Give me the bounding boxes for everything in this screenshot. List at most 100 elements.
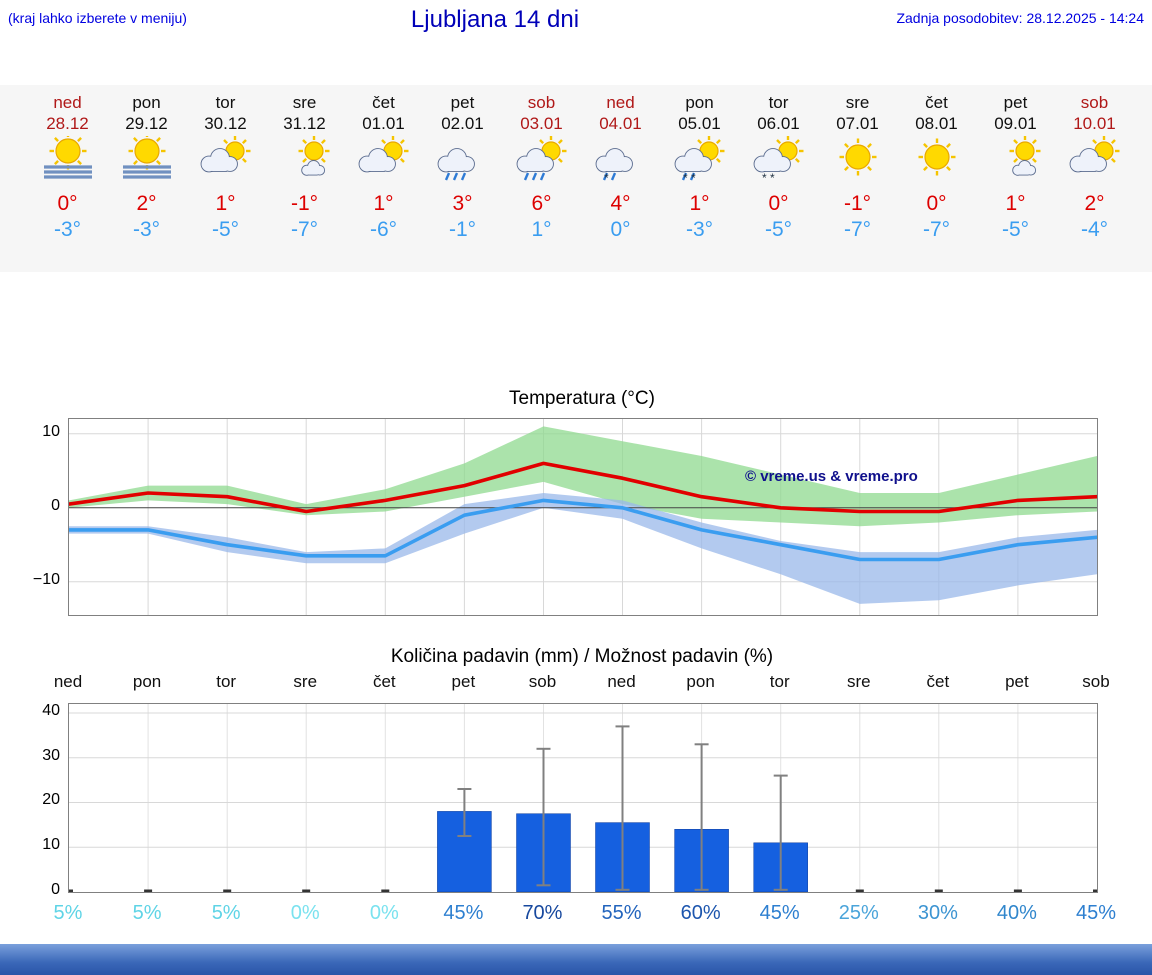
high-temp: 0° <box>57 192 78 215</box>
precip-probability: 45% <box>1075 902 1117 924</box>
high-temp: 1° <box>373 192 394 215</box>
precip-day-label: sob <box>528 672 557 691</box>
sunny-icon <box>897 134 976 188</box>
low-temp: 0° <box>610 218 631 241</box>
day-date: 10.01 <box>1073 114 1116 133</box>
day-column-29.12[interactable]: pon 29.12 2° -3° <box>107 85 186 272</box>
forecast-days: ned 28.12 0° -3° pon 29.12 2° -3° tor 30.12 1° -5° s… <box>28 85 1134 272</box>
day-column-04.01[interactable]: ned 04.01 * 4° 0° <box>581 85 660 272</box>
high-temp: 0° <box>926 192 947 215</box>
sun-fog-icon <box>107 132 186 188</box>
sleet-showers-icon: * <box>581 134 660 188</box>
last-update: Zadnja posodobitev: 28.12.2025 - 14:24 <box>896 10 1144 26</box>
precip-day-label: tor <box>216 672 237 691</box>
temp-ytick-label: 0 <box>51 496 60 514</box>
precip-day-label: pet <box>1005 672 1029 691</box>
day-date: 08.01 <box>915 114 958 133</box>
precip-day-label: ned <box>607 672 636 691</box>
svg-text:*: * <box>762 171 767 184</box>
precip-day-label: sob <box>1082 672 1110 691</box>
day-name: tor <box>768 93 789 112</box>
day-name: pet <box>1003 93 1028 112</box>
low-temp: -3° <box>132 218 161 241</box>
day-name: sob <box>527 93 556 112</box>
precip-probability: 70% <box>522 902 563 924</box>
day-column-06.01[interactable]: tor 06.01 * * 0° -5° <box>739 85 818 272</box>
precip-day-labels: ned pon tor sre čet pet sob ned pon tor sre čet pet s… <box>0 672 1152 694</box>
day-name: ned <box>53 93 82 112</box>
day-name: sob <box>1080 93 1109 112</box>
precip-ytick-label: 20 <box>42 791 60 809</box>
precip-day-label: pon <box>686 672 715 691</box>
temp-ytick-label: −10 <box>32 570 60 588</box>
svg-text:*: * <box>770 171 775 184</box>
precip-ytick-label: 40 <box>42 701 60 719</box>
day-column-03.01[interactable]: sob 03.01 6° 1° <box>502 85 581 272</box>
day-column-31.12[interactable]: sre 31.12 -1° -7° <box>265 85 344 272</box>
precip-probability: 30% <box>917 902 958 924</box>
day-column-10.01[interactable]: sob 10.01 2° -4° <box>1055 85 1134 272</box>
partly-cloudy-icon <box>1055 134 1134 188</box>
bottom-bar <box>0 944 1152 975</box>
precip-day-label: sre <box>293 672 318 691</box>
day-column-28.12[interactable]: ned 28.12 0° -3° <box>28 85 107 272</box>
high-temp: -1° <box>843 192 872 215</box>
partly-cloudy-icon <box>186 134 265 188</box>
page-title: Ljubljana 14 dni <box>410 6 580 33</box>
high-temp: 1° <box>215 192 236 215</box>
watermark: © vreme.us & vreme.pro <box>745 468 918 485</box>
day-column-30.12[interactable]: tor 30.12 1° -5° <box>186 85 265 272</box>
precip-chart-title: Količina padavin (mm) / Možnost padavin … <box>390 646 774 667</box>
temperature-chart-title: Temperatura (°C) <box>509 388 655 409</box>
day-name: pon <box>685 93 714 112</box>
precip-ytick-label: 30 <box>42 746 60 764</box>
precip-day-label: sre <box>846 672 871 691</box>
day-name: čet <box>372 93 395 112</box>
precip-probability: 45% <box>443 902 484 924</box>
precip-probability: 5% <box>211 902 241 924</box>
day-column-07.01[interactable]: sre 07.01 -1° -7° <box>818 85 897 272</box>
precip-probability: 60% <box>680 902 721 924</box>
precip-probability: 5% <box>53 902 83 924</box>
precip-probability-row: 5% 5% 5% 0% 0% 45% 70% 55% 60% 45% 25% 30% 40% 45% <box>0 902 1152 928</box>
day-date: 09.01 <box>994 114 1037 133</box>
high-temp: 3° <box>452 192 473 215</box>
forecast-strip: ned 28.12 0° -3° pon 29.12 2° -3° tor 30.12 1° -5° s… <box>0 85 1152 272</box>
svg-text:*: * <box>683 171 688 184</box>
day-column-02.01[interactable]: pet 02.01 3° -1° <box>423 85 502 272</box>
precip-probability: 0% <box>369 902 399 924</box>
day-date: 30.12 <box>204 114 247 133</box>
day-name: sre <box>845 93 870 112</box>
sleet-showers-sun-icon: * * <box>660 134 739 188</box>
day-date: 31.12 <box>283 114 326 133</box>
sunny-icon <box>818 134 897 188</box>
day-date: 03.01 <box>520 114 563 133</box>
day-column-01.01[interactable]: čet 01.01 1° -6° <box>344 85 423 272</box>
precip-ytick-label: 10 <box>42 836 60 854</box>
high-temp: 6° <box>531 192 552 215</box>
high-temp: 0° <box>768 192 789 215</box>
low-temp: -7° <box>843 218 872 241</box>
day-date: 07.01 <box>836 114 879 133</box>
day-column-09.01[interactable]: pet 09.01 1° -5° <box>976 85 1055 272</box>
day-name: ned <box>606 93 635 112</box>
high-temp: 4° <box>610 192 631 215</box>
mostly-sunny-icon <box>976 134 1055 188</box>
low-temp: -3° <box>53 218 82 241</box>
rain-showers-icon <box>423 134 502 188</box>
day-date: 04.01 <box>599 114 642 133</box>
day-column-08.01[interactable]: čet 08.01 0° -7° <box>897 85 976 272</box>
low-temp: 1° <box>531 218 552 241</box>
day-column-05.01[interactable]: pon 05.01 * * 1° -3° <box>660 85 739 272</box>
menu-hint: (kraj lahko izberete v meniju) <box>8 10 187 26</box>
temperature-chart <box>67 418 1099 616</box>
day-date: 01.01 <box>362 114 405 133</box>
day-name: pet <box>450 93 475 112</box>
precip-probability: 25% <box>838 902 879 924</box>
precip-probability: 40% <box>996 902 1037 924</box>
precip-probability: 55% <box>601 902 642 924</box>
precip-probability: 45% <box>759 902 800 924</box>
low-temp: -3° <box>685 218 714 241</box>
sun-fog-icon <box>28 132 107 188</box>
day-name: pon <box>132 93 161 112</box>
